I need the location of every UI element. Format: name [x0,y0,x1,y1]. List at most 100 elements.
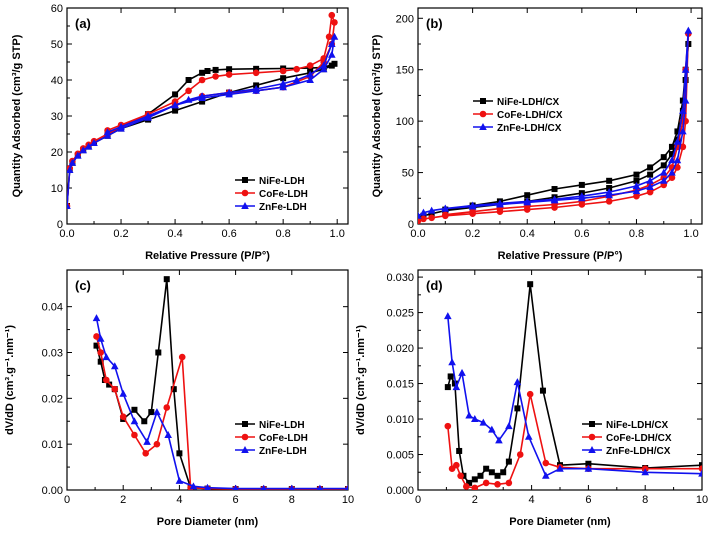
data-point-ZnFe-LDH/CX [471,415,479,423]
data-point-CoFe-LDH/CX [428,214,435,222]
legend-label-CoFe-LDH: CoFe-LDH [259,189,308,200]
data-point-ZnFe-LDH/CX [673,156,682,164]
x-axis-label: Pore Diameter (nm) [509,516,611,528]
data-point-ZnFe-LDH/CX [632,187,641,195]
data-point-ZnFe-LDH [319,61,328,69]
y-tick-label: 150 [396,65,414,77]
y-tick-label: 60 [51,3,63,15]
y-tick-label: 0.015 [386,379,414,391]
data-point-NiFe-LDH/CX [668,143,675,150]
data-point-ZnFe-LDH/CX [679,106,687,114]
x-tick-label: 0 [415,494,421,506]
data-point-ZnFe-LDH [279,83,287,91]
data-point-ZnFe-LDH [164,431,172,438]
data-point-ZnFe-LDH [225,88,233,96]
x-tick-label: 0.0 [59,228,74,240]
data-point-NiFe-LDH/CX [477,472,484,479]
data-point-NiFe-LDH/CX [505,458,512,465]
data-point-CoFe-LDH [279,67,287,75]
data-point-ZnFe-LDH/CX [465,411,473,419]
data-point-ZnFe-LDH/CX [524,432,533,440]
y-tick-label: 0.02 [42,393,63,405]
legend-marker-CoFe-LDH [241,189,249,197]
data-point-ZnFe-LDH [198,92,206,100]
data-point-ZnFe-LDH/CX [496,199,504,207]
y-tick-label: 0.03 [42,348,63,360]
x-tick-label: 0.6 [574,228,589,240]
legend-marker-CoFe-LDH [241,433,249,441]
legend-marker-ZnFe-LDH/CX [479,123,487,130]
data-point-CoFe-LDH [225,71,233,78]
data-point-ZnFe-LDH [68,158,77,166]
series-line-ZnFe-LDH/CX [418,29,690,217]
x-tick-label: 10 [342,494,354,506]
data-point-CoFe-LDH [103,376,110,384]
data-point-NiFe-LDH [204,68,211,74]
x-tick-label: 0.4 [167,228,182,240]
data-point-NiFe-LDH/CX [585,460,592,467]
data-point-ZnFe-LDH [103,131,112,139]
data-point-NiFe-LDH [106,381,113,388]
data-point-CoFe-LDH [212,73,219,80]
y-axis-label: dV/dD (cm³.g⁻¹.nm⁻¹) [4,325,16,435]
data-point-CoFe-LDH [163,404,171,411]
series-line-CoFe-LDH [95,336,348,490]
data-point-ZnFe-LDH/CX [578,192,586,200]
data-point-NiFe-LDH/CX [539,387,546,394]
data-point-ZnFe-LDH [252,85,260,92]
data-point-ZnFe-LDH [260,484,267,490]
data-point-CoFe-LDH [93,333,100,340]
data-point-NiFe-LDH [93,342,100,349]
legend-marker-ZnFe-LDH [241,202,249,209]
y-tick-label: 30 [51,111,63,123]
data-point-NiFe-LDH/CX [633,177,640,184]
x-tick-label: 0.2 [113,228,128,240]
data-point-ZnFe-LDH/CX [684,26,693,34]
data-point-ZnFe-LDH/CX [659,176,668,184]
legend: NiFe-LDH/CX CoFe-LDH/CX ZnFe-LDH/CX [582,420,672,457]
panel-label: (a) [75,16,91,31]
legend-marker-ZnFe-LDH/CX [588,446,596,453]
data-point-ZnFe-LDH [153,408,161,416]
data-point-CoFe-LDH [178,353,186,361]
x-tick-label: 2 [120,494,126,506]
data-point-NiFe-LDH [148,409,155,416]
x-tick-label: 10 [696,494,708,506]
legend-label-CoFe-LDH: CoFe-LDH [259,433,308,444]
data-point-ZnFe-LDH/CX [419,208,428,216]
x-tick-label: 0.8 [276,228,291,240]
data-point-CoFe-LDH [97,349,105,356]
data-point-ZnFe-LDH [330,32,339,40]
data-point-ZnFe-LDH [119,389,127,397]
data-point-NiFe-LDH/CX [578,181,585,188]
data-point-ZnFe-LDH [103,128,112,136]
data-point-ZnFe-LDH [319,65,328,73]
data-point-ZnFe-LDH [67,166,74,173]
legend: NiFe-LDH CoFe-LDH ZnFe-LDH [235,176,308,213]
data-point-CoFe-LDH [306,62,314,69]
data-point-ZnFe-LDH/CX [513,378,522,386]
y-tick-label: 0.005 [386,450,414,462]
y-tick-label: 0.020 [386,343,414,355]
data-point-ZnFe-LDH/CX [681,96,690,104]
data-point-CoFe-LDH/CX [633,192,640,200]
data-point-NiFe-LDH [253,65,260,72]
x-tick-label: 8 [289,494,295,506]
panel-label: (b) [426,16,443,31]
panel-3: 0 2 4 6 8 10 0.000 0.005 0.010 0.015 0.020 0.025 0.0… [355,269,708,528]
legend: NiFe-LDH CoFe-LDH ZnFe-LDH [235,420,308,457]
data-point-CoFe-LDH [198,76,206,84]
data-point-CoFe-LDH [119,413,127,420]
data-point-ZnFe-LDH [184,95,193,103]
data-point-CoFe-LDH [111,385,119,393]
data-point-NiFe-LDH/CX [488,469,495,476]
legend-label-CoFe-LDH/CX: CoFe-LDH/CX [606,433,672,444]
panel-0: 0.0 0.2 0.4 0.6 0.8 1.0 0 10 20 30 40 50 60 Relative … [11,3,349,262]
data-point-ZnFe-LDH/CX [681,65,690,73]
x-tick-label: 0 [64,494,70,506]
data-point-CoFe-LDH/CX [679,143,687,151]
data-point-ZnFe-LDH/CX [646,176,654,184]
data-point-ZnFe-LDH [306,76,314,83]
data-point-CoFe-LDH/CX [462,483,470,490]
